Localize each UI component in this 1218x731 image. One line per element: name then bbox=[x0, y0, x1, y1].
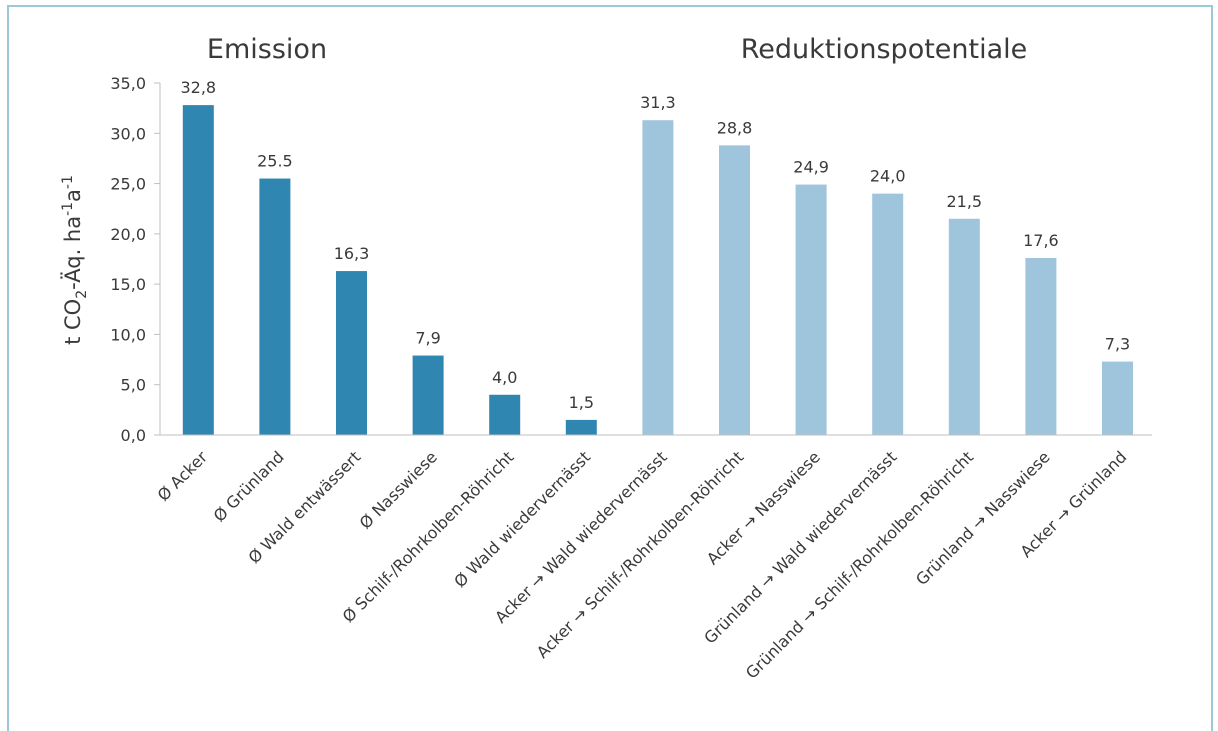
bar-reduktion bbox=[1025, 257, 1057, 435]
bars-layer bbox=[182, 105, 1133, 436]
bar-emission bbox=[412, 355, 444, 435]
value-label: 31,3 bbox=[640, 93, 676, 112]
value-label: 7,9 bbox=[415, 329, 440, 348]
bar-reduktion bbox=[948, 218, 980, 435]
group-title-emission: Emission bbox=[207, 34, 327, 65]
value-label: 7,3 bbox=[1105, 335, 1130, 354]
y-tick-label: 20,0 bbox=[110, 225, 146, 244]
y-tick-label: 35,0 bbox=[110, 74, 146, 93]
group-title-reduktion: Reduktionspotentiale bbox=[741, 34, 1028, 65]
y-tick-label: 10,0 bbox=[110, 325, 146, 344]
value-label: 24,0 bbox=[870, 167, 906, 186]
y-tick-label: 0,0 bbox=[121, 426, 146, 445]
bar-reduktion bbox=[872, 193, 904, 435]
bar-reduktion bbox=[719, 145, 750, 435]
bar-reduktion bbox=[1102, 361, 1133, 435]
category-label: Ø Wald wiedervernässt bbox=[450, 447, 594, 591]
value-label: 28,8 bbox=[717, 118, 753, 137]
y-axis-ticks: 0,0 5,0 10,0 15,0 20,0 25,0 30,0 35,0 bbox=[110, 74, 160, 445]
category-label: Grünland → Nasswiese bbox=[912, 447, 1054, 589]
y-axis-label: t CO2-Äq. ha-1a-1 bbox=[60, 175, 90, 345]
value-label: 4,0 bbox=[492, 368, 517, 387]
y-tick-label: 25,0 bbox=[110, 175, 146, 194]
value-label: 24,9 bbox=[793, 158, 829, 177]
value-label: 32,8 bbox=[180, 78, 216, 97]
category-label: Ø Nasswiese bbox=[356, 447, 441, 532]
value-label: 16,3 bbox=[334, 244, 370, 263]
bar-emission bbox=[182, 105, 214, 435]
bar-emission bbox=[489, 394, 521, 435]
category-label: Ø Grünland bbox=[210, 447, 288, 525]
chart-border bbox=[7, 5, 1213, 731]
bar-emission bbox=[336, 271, 367, 435]
value-label: 17,6 bbox=[1023, 231, 1059, 250]
value-label: 25.5 bbox=[257, 152, 293, 171]
bar-emission bbox=[565, 419, 597, 435]
bar-emission bbox=[259, 178, 291, 436]
bar-reduktion bbox=[795, 184, 827, 435]
y-tick-label: 15,0 bbox=[110, 275, 146, 294]
bar-reduktion bbox=[642, 120, 674, 435]
y-tick-label: 5,0 bbox=[121, 376, 146, 395]
value-label: 1,5 bbox=[569, 393, 594, 412]
value-labels-layer: 32,8 25.5 16,3 7,9 4,0 1,5 31,3 28,8 24,9 24,0 21,… bbox=[180, 78, 1130, 412]
value-label: 21,5 bbox=[946, 192, 982, 211]
y-tick-label: 30,0 bbox=[110, 124, 146, 143]
category-label: Ø Acker bbox=[154, 447, 212, 505]
